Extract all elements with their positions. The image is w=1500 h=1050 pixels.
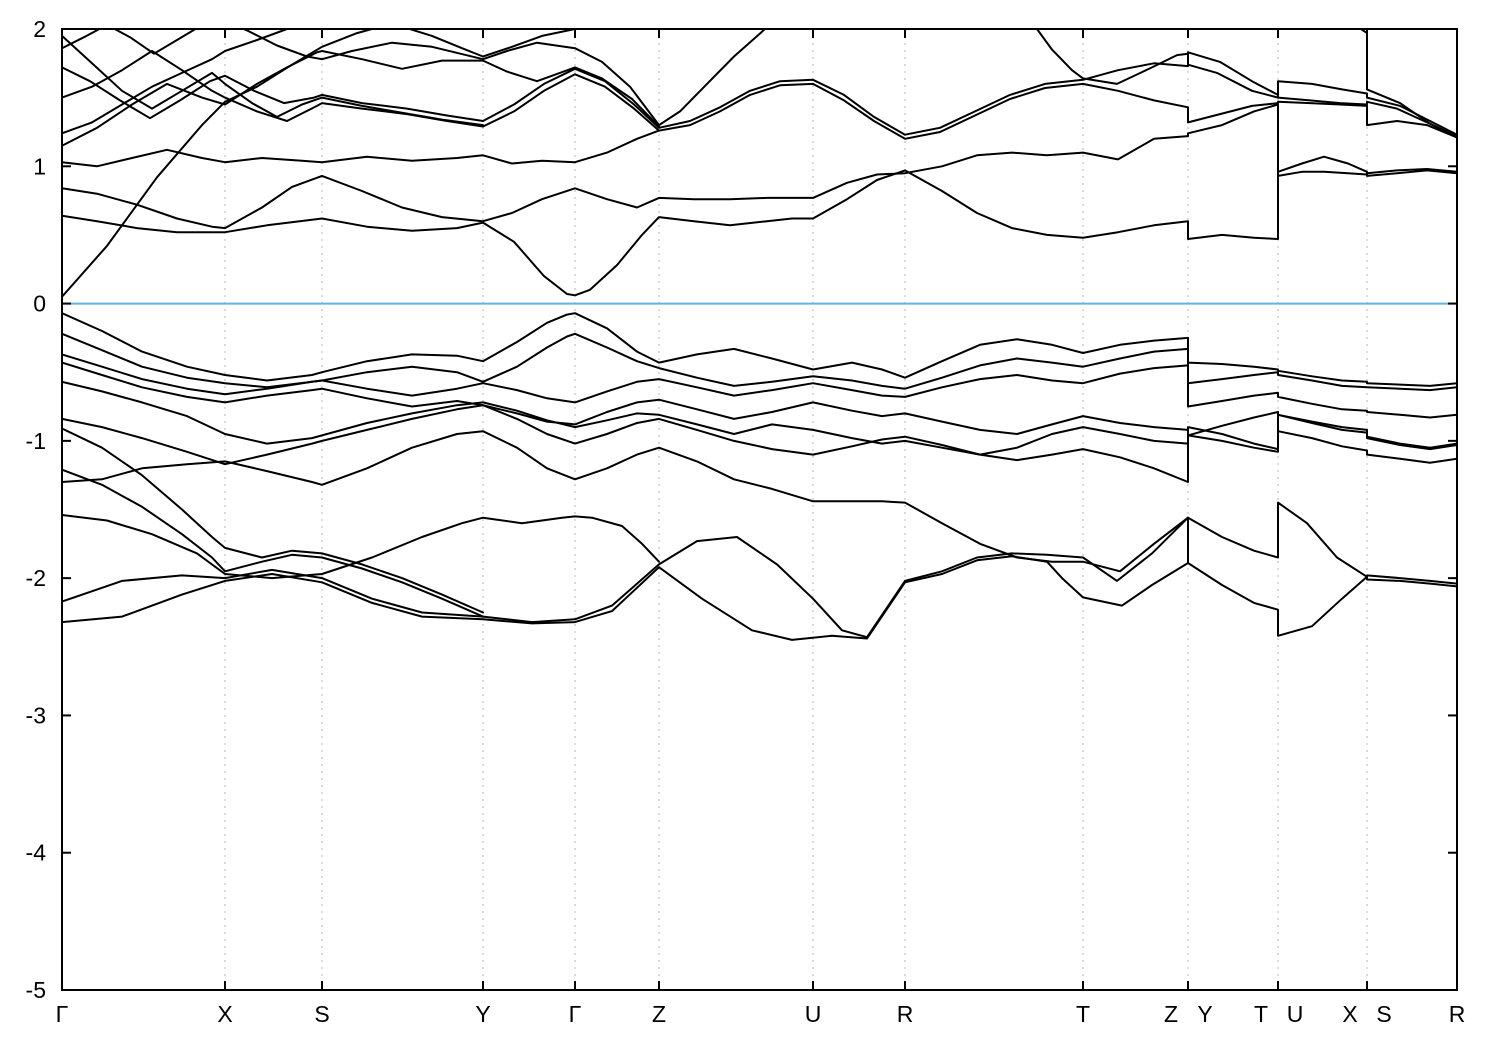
y-tick-label: -1 [26,428,46,454]
band-conduction-3 [62,51,1457,138]
band-valence-deep-1 [62,516,1457,639]
y-tick-label: -3 [26,702,46,728]
plot-border [61,28,1458,991]
band-valence-3 [62,353,1457,419]
kpoint-label: S [314,1001,329,1027]
band-valence-9 [62,430,1189,573]
band-conduction-8 [62,155,1457,297]
band-valence-10 [62,514,660,580]
band-valence-7 [62,427,484,614]
kpoint-label: T [1254,1001,1268,1027]
kpoint-label: Y [1197,1001,1212,1027]
kpoint-label: Z [1164,1001,1178,1027]
band-conduction-11 [1359,29,1457,139]
kpoint-label: R [897,1001,914,1027]
band-conduction-4 [62,50,1457,140]
kpoint-label: Y [475,1001,490,1027]
band-conduction-1 [62,29,579,298]
kpoint-label: Γ [56,1001,69,1027]
band-valence-5 [62,380,1457,456]
y-tick-label: -5 [26,977,46,1003]
kpoint-label: U [1287,1001,1304,1027]
kpoint-label: U [805,1001,822,1027]
band-valence-1 [62,312,1457,387]
y-tick-label: 2 [33,16,46,42]
band-conduction-9 [62,103,1457,230]
band-conduction-10 [1035,29,1457,136]
kpoint-label: Γ [569,1001,582,1027]
band-curves [62,29,1457,641]
axis-ticks [61,28,1458,991]
gridlines [224,29,1368,990]
band-conduction-6 [62,34,484,127]
band-valence-6 [62,404,1457,483]
kpoint-label: T [1076,1001,1090,1027]
band-conduction-2 [62,29,767,127]
band-conduction-7 [62,129,660,168]
band-valence-8 [62,468,484,618]
kpoint-label: R [1449,1001,1466,1027]
y-tick-label: -2 [26,565,46,591]
band-conduction-5 [62,50,660,147]
band-valence-2 [62,332,1457,392]
y-tick-label: -4 [26,840,47,866]
y-axis-tick-labels: 2 1 0 -1 -2 -3 -4 -5 [26,16,47,1003]
y-tick-label: 0 [33,291,46,317]
kpoint-label: X [217,1001,232,1027]
band-conduction-12 [62,29,290,135]
kpoint-label: S [1376,1001,1391,1027]
kpoint-label: Z [652,1001,666,1027]
kpoint-label: X [1342,1001,1357,1027]
y-tick-label: 1 [33,153,46,179]
band-valence-deep-2 [62,501,1457,641]
